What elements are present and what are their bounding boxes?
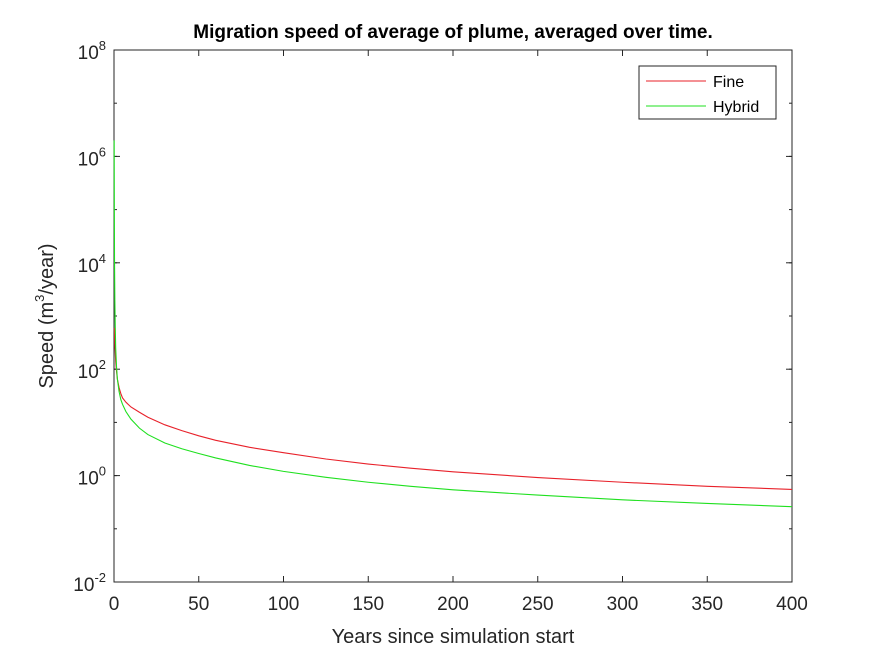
x-tick-label-5: 250 bbox=[522, 594, 554, 615]
x-axis: 0 50 100 150 200 250 300 350 400 bbox=[109, 50, 808, 615]
x-tick-label-7: 350 bbox=[691, 594, 723, 615]
y-axis: 10-2 100 102 104 106 108 bbox=[73, 38, 792, 596]
legend-label-fine: Fine bbox=[713, 74, 744, 91]
series-line-hybrid bbox=[113, 140, 793, 508]
y-tick-label-0: 10-2 bbox=[73, 570, 106, 596]
x-tick-label-4: 200 bbox=[437, 594, 469, 615]
y-tick-label-3: 104 bbox=[78, 251, 106, 277]
y-axis-label-superscript: 3 bbox=[32, 295, 47, 302]
y-tick-label-5: 108 bbox=[78, 38, 106, 64]
legend-label-hybrid: Hybrid bbox=[713, 99, 759, 116]
x-tick-label-8: 400 bbox=[776, 594, 808, 615]
x-tick-label-6: 300 bbox=[607, 594, 639, 615]
y-axis-label: Speed (m3/year) bbox=[32, 243, 58, 388]
series-lines bbox=[113, 140, 793, 508]
y-axis-label-suffix: /year) bbox=[36, 243, 58, 294]
x-tick-label-1: 50 bbox=[188, 594, 209, 615]
y-tick-label-1: 100 bbox=[78, 464, 106, 490]
x-axis-label: Years since simulation start bbox=[332, 626, 575, 648]
legend-box bbox=[638, 65, 777, 120]
x-tick-label-0: 0 bbox=[109, 594, 120, 615]
plot-area bbox=[113, 49, 793, 583]
y-axis-label-prefix: Speed (m bbox=[36, 302, 58, 389]
chart-title: Migration speed of average of plume, ave… bbox=[193, 22, 713, 43]
y-tick-label-4: 106 bbox=[78, 144, 106, 170]
legend: Fine Hybrid bbox=[638, 65, 777, 120]
x-tick-label-2: 100 bbox=[268, 594, 300, 615]
x-tick-label-3: 150 bbox=[352, 594, 384, 615]
y-tick-label-2: 102 bbox=[78, 357, 106, 383]
